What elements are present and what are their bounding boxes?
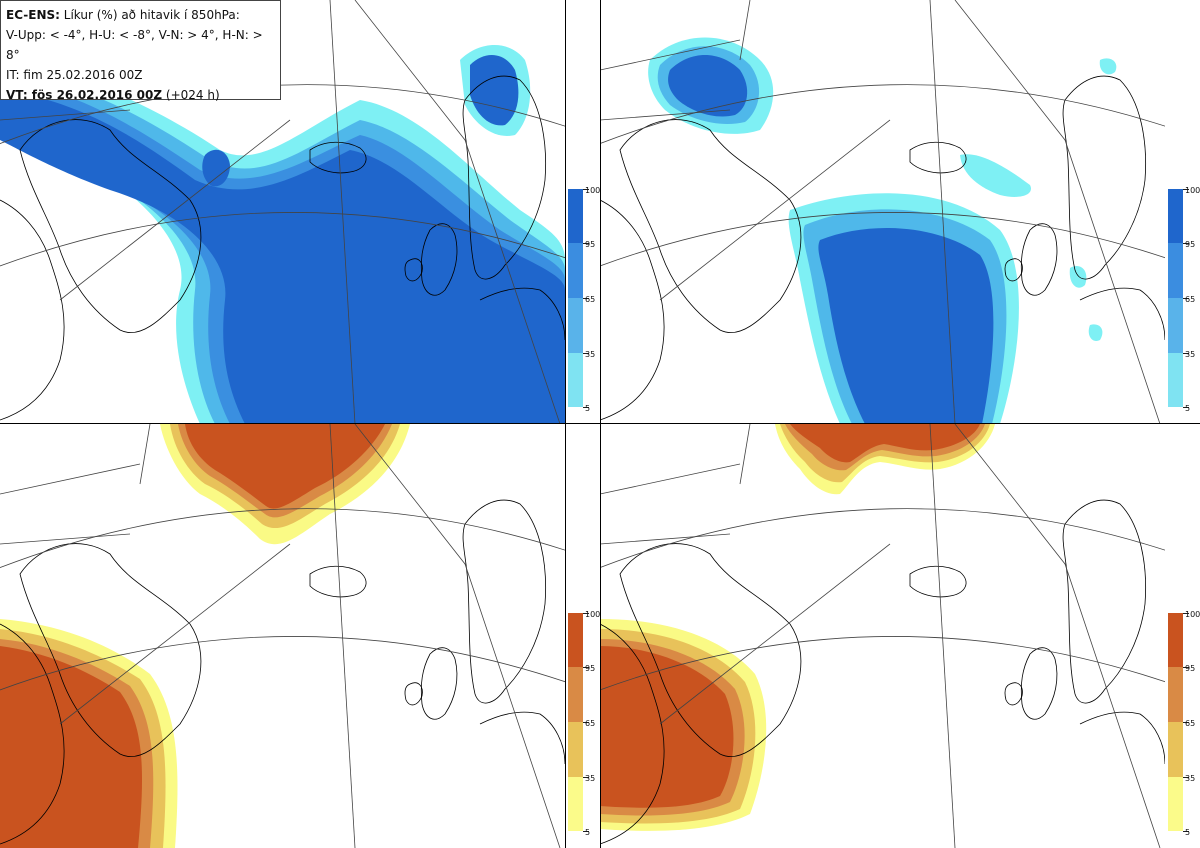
colorbar-tick: [583, 667, 589, 668]
colorbar-tick: [583, 613, 589, 614]
colorbar-label: 95: [1185, 240, 1196, 249]
colorbar-tick: [1183, 298, 1189, 299]
colorbar-tick: [583, 407, 589, 408]
panel-separator-mid: [600, 0, 601, 848]
valid-time: VT: fös 26.02.2016 00Z: [6, 88, 163, 102]
colorbar-tick: [583, 722, 589, 723]
colorbar-tick: [1183, 407, 1189, 408]
colorbar-seg-dark: [1168, 243, 1183, 298]
colorbar-seg-dark: [568, 243, 583, 298]
cold-anomaly-map-2: [600, 0, 1165, 424]
product-name: EC-ENS:: [6, 8, 60, 22]
colorbar-tick: [583, 831, 589, 832]
colorbar-label: 95: [585, 664, 596, 673]
colorbar-label: 5: [585, 404, 591, 413]
colorbar-warm-bottom-right: 100 95 65 35 5: [1168, 610, 1200, 843]
colorbar-seg-dark: [1168, 667, 1183, 722]
colorbar-seg-mid: [1168, 298, 1183, 353]
colorbar-label: 95: [585, 240, 596, 249]
colorbar-tick: [1183, 243, 1189, 244]
colorbar-label: 100: [585, 610, 601, 619]
colorbar-label: 100: [585, 186, 601, 195]
legend-line: V-Upp: < -4°, H-U: < -8°, V-N: > 4°, H-N…: [6, 28, 263, 62]
panel-top-right: [600, 0, 1200, 424]
colorbar-seg-core: [568, 189, 583, 243]
warm-anomaly-map-2: [600, 424, 1165, 848]
colorbar-seg-dark: [568, 667, 583, 722]
info-header: EC-ENS: Líkur (%) að hitavik í 850hPa: V…: [0, 0, 281, 102]
warm-anomaly-map-1: [0, 424, 565, 848]
colorbar-tick: [1183, 831, 1189, 832]
panel-separator-horizontal: [0, 423, 1200, 424]
colorbar-tick: [1183, 777, 1189, 778]
colorbar-label: 65: [585, 295, 596, 304]
colorbar-tick: [1183, 189, 1189, 190]
colorbar-seg-core: [568, 613, 583, 667]
lead-time: (+024 h): [165, 88, 220, 102]
colorbar-label: 35: [1185, 350, 1196, 359]
colorbar-label: 35: [585, 774, 596, 783]
panel-separator-left: [565, 0, 566, 848]
colorbar-tick: [583, 777, 589, 778]
panel-top-left: [0, 0, 600, 424]
colorbar-label: 95: [1185, 664, 1196, 673]
colorbar-label: 100: [1185, 186, 1200, 195]
colorbar-tick: [583, 298, 589, 299]
colorbar-seg-light: [1168, 353, 1183, 407]
colorbar-seg-core: [1168, 613, 1183, 667]
init-time: IT: fim 25.02.2016 00Z: [6, 68, 143, 82]
colorbar-label: 5: [1185, 828, 1191, 837]
colorbar-seg-mid: [1168, 722, 1183, 777]
colorbar-tick: [1183, 722, 1189, 723]
colorbar-label: 100: [1185, 610, 1200, 619]
colorbar-label: 35: [585, 350, 596, 359]
colorbar-seg-light: [1168, 777, 1183, 831]
colorbar-seg-light: [568, 353, 583, 407]
colorbar-seg-mid: [568, 298, 583, 353]
product-line: EC-ENS: Líkur (%) að hitavik í 850hPa:: [6, 5, 275, 25]
colorbar-tick: [583, 243, 589, 244]
chart-title: Líkur (%) að hitavik í 850hPa:: [63, 8, 240, 22]
colorbar-tick: [1183, 613, 1189, 614]
valid-time-line: VT: fös 26.02.2016 00Z (+024 h): [6, 85, 275, 105]
colorbar-tick: [583, 189, 589, 190]
colorbar-tick: [583, 353, 589, 354]
cold-anomaly-map-1: [0, 0, 565, 424]
colorbar-cold-top-left: 100 95 65 35 5: [568, 186, 628, 419]
colorbar-tick: [1183, 667, 1189, 668]
colorbar-warm-bottom-left: 100 95 65 35 5: [568, 610, 628, 843]
colorbar-label: 65: [585, 719, 596, 728]
colorbar-seg-light: [568, 777, 583, 831]
colorbar-cold-top-right: 100 95 65 35 5: [1168, 186, 1200, 419]
colorbar-label: 65: [1185, 719, 1196, 728]
colorbar-seg-mid: [568, 722, 583, 777]
colorbar-tick: [1183, 353, 1189, 354]
panel-bottom-left: [0, 424, 600, 848]
colorbar-label: 35: [1185, 774, 1196, 783]
colorbar-seg-core: [1168, 189, 1183, 243]
colorbar-label: 5: [1185, 404, 1191, 413]
colorbar-label: 65: [1185, 295, 1196, 304]
panel-bottom-right: [600, 424, 1200, 848]
colorbar-label: 5: [585, 828, 591, 837]
